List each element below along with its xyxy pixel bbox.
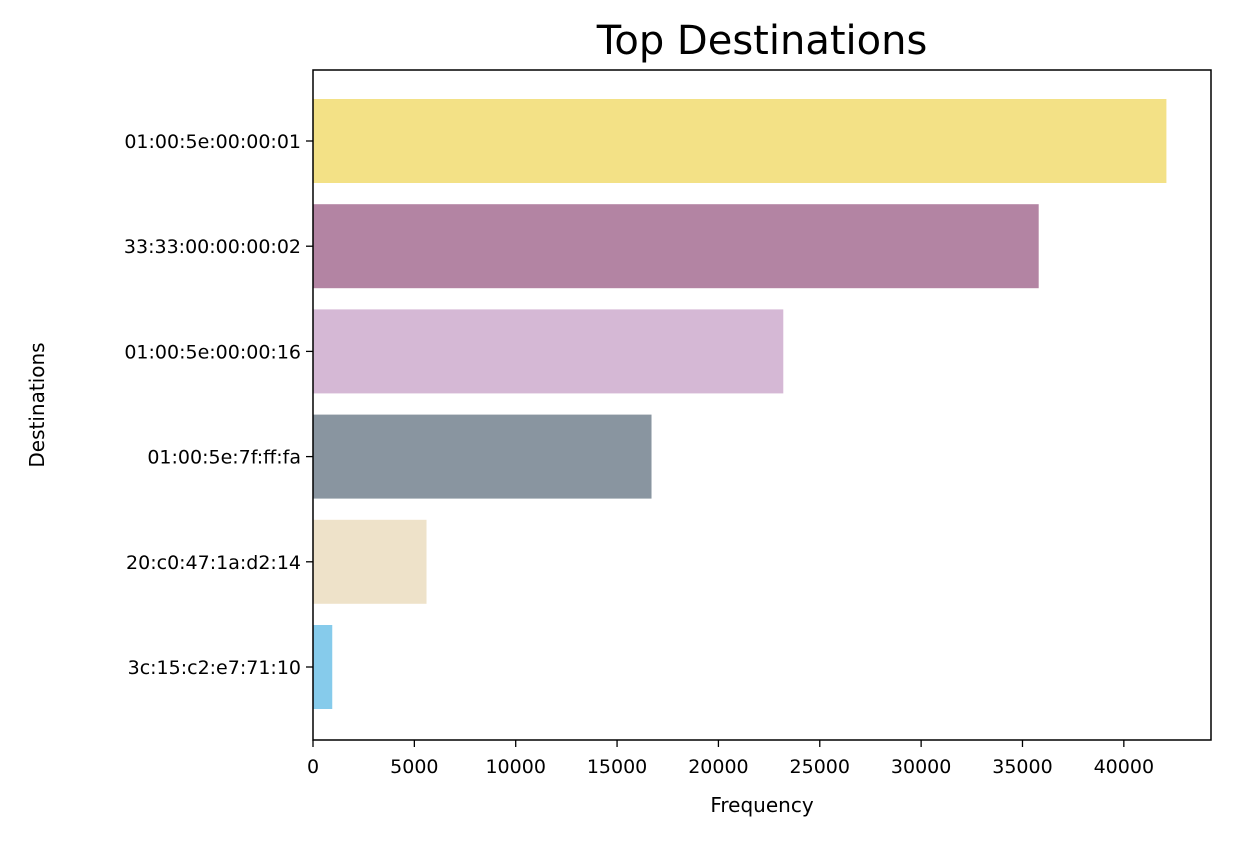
x-tick-label: 15000 — [587, 756, 647, 778]
plot-area-frame — [312, 69, 1212, 741]
chart-title: Top Destinations — [596, 18, 928, 64]
y-tick-label: 01:00:5e:00:00:16 — [124, 341, 301, 363]
bar-4 — [313, 414, 652, 499]
x-tick-label: 5000 — [390, 756, 438, 778]
bar-1 — [313, 99, 1167, 183]
y-tick-label: 20:c0:47:1a:d2:14 — [126, 552, 301, 574]
y-tick-label: 01:00:5e:7f:ff:fa — [147, 447, 301, 469]
x-tick-label: 10000 — [485, 756, 545, 778]
y-axis-label: Destinations — [25, 342, 49, 467]
bar-5 — [313, 519, 427, 604]
x-tick-label: 25000 — [790, 756, 850, 778]
bars — [313, 99, 1167, 709]
x-tick-label: 0 — [307, 756, 319, 778]
x-tick-label: 40000 — [1094, 756, 1154, 778]
y-tick-label: 3c:15:c2:e7:71:10 — [128, 657, 301, 679]
x-axis-label: Frequency — [710, 793, 813, 817]
y-tick-label: 33:33:00:00:00:02 — [124, 236, 301, 258]
x-tick-label: 35000 — [992, 756, 1052, 778]
bar-6 — [313, 625, 333, 709]
bar-2 — [313, 204, 1039, 289]
bar-3 — [313, 309, 784, 394]
x-tick-label: 30000 — [891, 756, 951, 778]
y-tick-label: 01:00:5e:00:00:01 — [124, 131, 301, 153]
x-tick-label: 20000 — [688, 756, 748, 778]
axis-ticks: 01:00:5e:00:00:01 33:33:00:00:00:02 01:00:… — [124, 131, 1154, 778]
